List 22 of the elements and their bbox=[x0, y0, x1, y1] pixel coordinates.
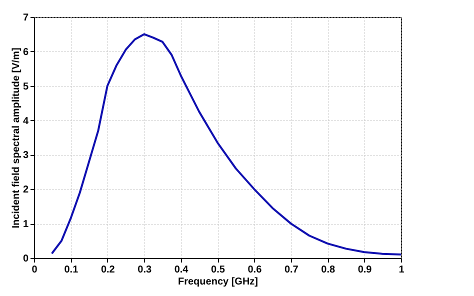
y-tick-label: 2 bbox=[22, 184, 29, 196]
y-axis-title: Incident field spectral amplitude [V/m] bbox=[10, 48, 22, 228]
x-tick-label: 0.7 bbox=[284, 264, 299, 276]
x-tick-label: 0.3 bbox=[138, 264, 152, 276]
x-tick-label: 1 bbox=[398, 264, 405, 276]
y-tick-label: 5 bbox=[22, 81, 29, 92]
y-tick-label: 3 bbox=[22, 150, 29, 162]
x-tick-label: 0.2 bbox=[100, 264, 116, 276]
x-tick-label: 0 bbox=[32, 264, 38, 276]
x-tick-label: 0.4 bbox=[174, 264, 189, 276]
x-tick-label: 0.1 bbox=[64, 264, 79, 276]
x-tick-label: 0.5 bbox=[211, 264, 226, 276]
x-tick-label: 0.6 bbox=[248, 264, 262, 276]
y-tick-label: 7 bbox=[22, 12, 29, 24]
x-axis-title: Frequency [GHz] bbox=[178, 276, 258, 288]
y-tick-label: 0 bbox=[22, 254, 29, 264]
y-tick-label: 4 bbox=[22, 116, 29, 127]
x-tick-label: 0.8 bbox=[321, 264, 336, 276]
y-tick-label: 1 bbox=[22, 219, 29, 230]
line-series bbox=[51, 33, 401, 256]
y-tick-label: 6 bbox=[22, 46, 29, 58]
x-tick-label: 0.9 bbox=[358, 264, 372, 276]
